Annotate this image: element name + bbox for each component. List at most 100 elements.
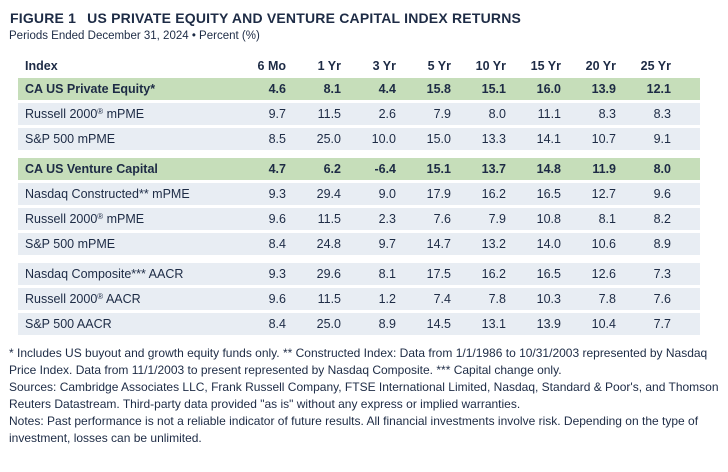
footnotes: * Includes US buyout and growth equity f…	[8, 345, 722, 447]
table-row: Nasdaq Composite*** AACR 9.3 29.6 8.1 17…	[18, 263, 700, 285]
value-cell: 15.8	[426, 82, 451, 96]
footnote-sources: Sources: Cambridge Associates LLC, Frank…	[9, 380, 719, 411]
value-cell: 9.3	[268, 187, 286, 201]
value-cell: 14.8	[536, 162, 561, 176]
row-label: Russell 2000® AACR	[25, 292, 141, 306]
value-cell: 12.7	[591, 187, 616, 201]
value-cell: 7.9	[433, 107, 451, 121]
figure-label: FIGURE 1	[10, 10, 77, 26]
column-header: 25 Yr	[640, 58, 671, 73]
table-row: Russell 2000® AACR 9.6 11.5 1.2 7.4 7.8 …	[18, 288, 700, 310]
column-header-index: Index	[25, 58, 58, 73]
value-cell: 8.0	[488, 107, 506, 121]
value-cell: 15.1	[481, 82, 506, 96]
column-header: 10 Yr	[475, 58, 506, 73]
table-row: S&P 500 AACR 8.4 25.0 8.9 14.5 13.1 13.9…	[18, 313, 700, 335]
value-cell: 12.6	[591, 267, 616, 281]
column-header: 1 Yr	[317, 58, 341, 73]
value-cell: 8.5	[268, 132, 286, 146]
footnote-notes: Notes: Past performance is not a reliabl…	[9, 414, 699, 445]
value-cell: 17.5	[426, 267, 451, 281]
value-cell: 7.8	[488, 292, 506, 306]
value-cell: 7.3	[653, 267, 671, 281]
value-cell: 4.6	[268, 82, 286, 96]
value-cell: 13.3	[481, 132, 506, 146]
value-cell: 11.5	[317, 292, 341, 306]
value-cell: 14.7	[426, 237, 451, 251]
value-cell: 8.2	[653, 212, 671, 226]
value-cell: 8.1	[323, 82, 341, 96]
value-cell: 14.1	[536, 132, 561, 146]
value-cell: 13.9	[591, 82, 616, 96]
value-cell: 13.1	[481, 317, 506, 331]
value-cell: 13.2	[481, 237, 506, 251]
page-title: US PRIVATE EQUITY AND VENTURE CAPITAL IN…	[87, 10, 522, 26]
table-header-row: Index 6 Mo 1 Yr 3 Yr 5 Yr 10 Yr 15 Yr 20…	[18, 56, 700, 75]
value-cell: 25.0	[316, 132, 341, 146]
value-cell: 16.0	[536, 82, 561, 96]
table-row: S&P 500 mPME 8.4 24.8 9.7 14.7 13.2 14.0…	[18, 233, 700, 255]
value-cell: 15.0	[426, 132, 451, 146]
column-header: 5 Yr	[427, 58, 451, 73]
value-cell: 9.0	[378, 187, 396, 201]
value-cell: 16.2	[481, 187, 506, 201]
row-label: S&P 500 mPME	[25, 132, 116, 146]
table-row: Russell 2000® mPME 9.6 11.5 2.3 7.6 7.9 …	[18, 208, 700, 230]
value-cell: 8.1	[378, 267, 396, 281]
figure-title: FIGURE 1 US PRIVATE EQUITY AND VENTURE CA…	[8, 10, 720, 27]
row-label: Russell 2000® mPME	[25, 107, 145, 121]
value-cell: 8.0	[653, 162, 671, 176]
value-cell: 9.1	[653, 132, 671, 146]
column-header: 6 Mo	[257, 58, 286, 73]
row-label: Nasdaq Composite*** AACR	[25, 267, 184, 281]
value-cell: 9.7	[268, 107, 286, 121]
value-cell: 10.8	[536, 212, 561, 226]
value-cell: 7.8	[598, 292, 616, 306]
value-cell: 12.1	[646, 82, 671, 96]
value-cell: 2.3	[378, 212, 396, 226]
value-cell: 9.3	[268, 267, 286, 281]
value-cell: 14.0	[536, 237, 561, 251]
value-cell: 11.9	[592, 162, 616, 176]
value-cell: 15.1	[426, 162, 451, 176]
value-cell: 10.7	[591, 132, 616, 146]
value-cell: 10.6	[591, 237, 616, 251]
value-cell: 11.1	[537, 107, 561, 121]
value-cell: 16.2	[481, 267, 506, 281]
value-cell: 6.2	[323, 162, 341, 176]
value-cell: 8.3	[598, 107, 616, 121]
value-cell: 8.4	[268, 317, 286, 331]
value-cell: -6.4	[374, 162, 396, 176]
figure-subtitle: Periods Ended December 31, 2024 • Percen…	[9, 30, 260, 42]
value-cell: 7.7	[653, 317, 671, 331]
row-label: CA US Venture Capital	[25, 162, 158, 176]
value-cell: 8.9	[653, 237, 671, 251]
table-row: CA US Venture Capital 4.7 6.2 -6.4 15.1 …	[18, 158, 700, 180]
value-cell: 9.6	[268, 292, 286, 306]
row-label: CA US Private Equity*	[25, 82, 156, 96]
table-row: Nasdaq Constructed** mPME 9.3 29.4 9.0 1…	[18, 183, 700, 205]
row-label: Russell 2000® mPME	[25, 212, 145, 226]
value-cell: 8.4	[268, 237, 286, 251]
table-row: S&P 500 mPME 8.5 25.0 10.0 15.0 13.3 14.…	[18, 128, 700, 150]
value-cell: 7.6	[433, 212, 451, 226]
value-cell: 13.9	[536, 317, 561, 331]
value-cell: 16.5	[536, 267, 561, 281]
value-cell: 14.5	[426, 317, 451, 331]
value-cell: 16.5	[536, 187, 561, 201]
value-cell: 4.7	[268, 162, 286, 176]
value-cell: 7.9	[488, 212, 506, 226]
row-label: Nasdaq Constructed** mPME	[25, 187, 190, 201]
value-cell: 8.3	[653, 107, 671, 121]
figure: FIGURE 1 US PRIVATE EQUITY AND VENTURE CA…	[8, 10, 722, 447]
value-cell: 8.9	[378, 317, 396, 331]
value-cell: 9.7	[378, 237, 396, 251]
value-cell: 25.0	[316, 317, 341, 331]
column-header: 20 Yr	[585, 58, 616, 73]
value-cell: 11.5	[317, 212, 341, 226]
value-cell: 13.7	[481, 162, 506, 176]
row-label: S&P 500 mPME	[25, 237, 116, 251]
row-label: S&P 500 AACR	[25, 317, 112, 331]
value-cell: 9.6	[268, 212, 286, 226]
value-cell: 11.5	[317, 107, 341, 121]
